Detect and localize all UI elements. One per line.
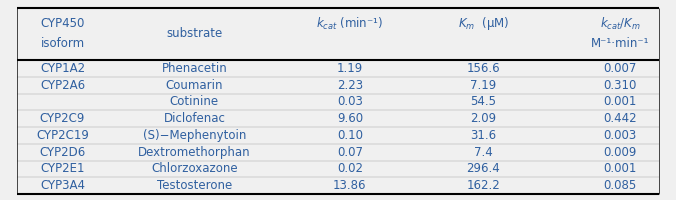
- Text: $k_{cat}$ (min⁻¹): $k_{cat}$ (min⁻¹): [316, 16, 383, 32]
- Text: CYP2C9: CYP2C9: [40, 112, 85, 125]
- Text: 31.6: 31.6: [470, 129, 496, 142]
- Text: CYP1A2: CYP1A2: [40, 62, 85, 75]
- Text: (S)−Mephenytoin: (S)−Mephenytoin: [143, 129, 246, 142]
- Text: CYP2D6: CYP2D6: [39, 146, 86, 159]
- Text: 0.10: 0.10: [337, 129, 363, 142]
- Text: Coumarin: Coumarin: [166, 79, 223, 92]
- Text: Phenacetin: Phenacetin: [162, 62, 227, 75]
- Text: 1.19: 1.19: [337, 62, 363, 75]
- Text: 0.007: 0.007: [604, 62, 637, 75]
- Text: 0.001: 0.001: [604, 162, 637, 175]
- Text: $k_{cat}$/$K_m$: $k_{cat}$/$K_m$: [600, 16, 641, 32]
- Text: Chlorzoxazone: Chlorzoxazone: [151, 162, 238, 175]
- Text: 156.6: 156.6: [466, 62, 500, 75]
- Text: substrate: substrate: [166, 27, 222, 40]
- Text: Diclofenac: Diclofenac: [164, 112, 225, 125]
- Text: 2.09: 2.09: [470, 112, 496, 125]
- Text: 2.23: 2.23: [337, 79, 363, 92]
- Text: $K_m$  (μM): $K_m$ (μM): [458, 15, 509, 32]
- Text: Testosterone: Testosterone: [157, 179, 232, 192]
- Text: Cotinine: Cotinine: [170, 95, 219, 108]
- Text: M⁻¹·min⁻¹: M⁻¹·min⁻¹: [591, 37, 650, 50]
- Text: CYP2C19: CYP2C19: [36, 129, 89, 142]
- Text: CYP2E1: CYP2E1: [41, 162, 84, 175]
- Text: 0.003: 0.003: [604, 129, 637, 142]
- Text: 162.2: 162.2: [466, 179, 500, 192]
- Text: 0.001: 0.001: [604, 95, 637, 108]
- Text: CYP450: CYP450: [41, 17, 84, 30]
- Text: 9.60: 9.60: [337, 112, 363, 125]
- Text: 0.009: 0.009: [604, 146, 637, 159]
- Text: 0.085: 0.085: [604, 179, 637, 192]
- Text: 296.4: 296.4: [466, 162, 500, 175]
- Text: 0.310: 0.310: [604, 79, 637, 92]
- Text: 0.03: 0.03: [337, 95, 363, 108]
- Text: CYP3A4: CYP3A4: [40, 179, 85, 192]
- Text: 54.5: 54.5: [470, 95, 496, 108]
- Text: 0.07: 0.07: [337, 146, 363, 159]
- Text: Dextromethorphan: Dextromethorphan: [138, 146, 251, 159]
- Text: CYP2A6: CYP2A6: [40, 79, 85, 92]
- Text: 7.4: 7.4: [474, 146, 493, 159]
- Text: 0.442: 0.442: [604, 112, 637, 125]
- Text: 13.86: 13.86: [333, 179, 366, 192]
- Text: isoform: isoform: [41, 37, 84, 50]
- Text: 7.19: 7.19: [470, 79, 496, 92]
- Text: 0.02: 0.02: [337, 162, 363, 175]
